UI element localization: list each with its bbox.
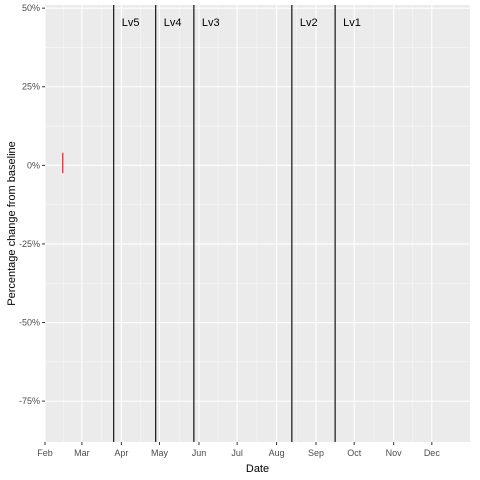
x-tick-label: Oct [347, 448, 362, 458]
grid-major [44, 5, 470, 442]
y-tick-label: -50% [19, 318, 40, 328]
x-tick-label: Feb [37, 448, 53, 458]
x-tick-label: Jul [231, 448, 243, 458]
y-axis-title: Percentage change from baseline [6, 141, 18, 306]
x-tick-label: Mar [74, 448, 90, 458]
level-label: Lv1 [343, 17, 361, 29]
level-label: Lv5 [122, 17, 140, 29]
level-label: Lv4 [164, 17, 182, 29]
x-tick-label: Sep [308, 448, 324, 458]
y-tick-label: 50% [22, 3, 40, 13]
vline-layer: Lv5 Lv4 Lv3 Lv2 Lv1 [113, 5, 361, 442]
y-axis: 50% 25% 0% -25% -50% -75% [19, 3, 45, 406]
x-tick-label: Aug [269, 448, 285, 458]
y-tick-label: 0% [27, 160, 40, 170]
y-tick-label: 25% [22, 82, 40, 92]
y-tick-label: -25% [19, 239, 40, 249]
level-label: Lv2 [300, 17, 318, 29]
y-tick-label: -75% [19, 396, 40, 406]
x-tick-label: Jun [192, 448, 207, 458]
x-axis-title: Date [246, 463, 269, 475]
x-tick-label: May [151, 448, 169, 458]
x-tick-label: Apr [114, 448, 128, 458]
x-tick-label: Dec [424, 448, 441, 458]
x-tick-label: Nov [386, 448, 403, 458]
plot-panel [45, 5, 470, 442]
x-axis: Feb Mar Apr May Jun Jul Aug Sep Oct Nov Dec [37, 442, 440, 458]
level-label: Lv3 [202, 17, 220, 29]
